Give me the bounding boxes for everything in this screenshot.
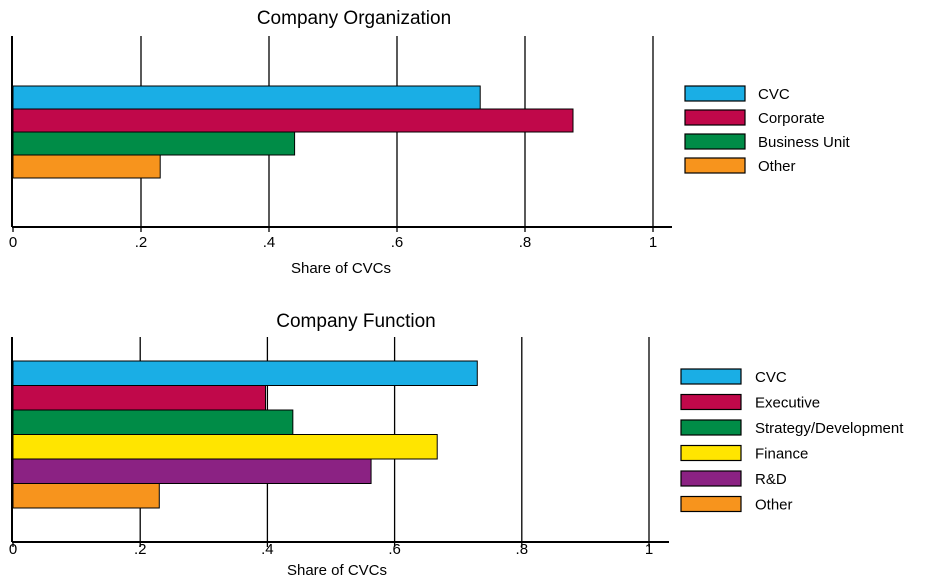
x-tick-label: 1 — [645, 541, 653, 558]
legend-swatch — [680, 495, 742, 513]
x-axis-label: Share of CVCs — [287, 562, 387, 579]
legend-swatch — [684, 109, 746, 126]
legend-swatch — [684, 157, 746, 174]
x-tick-label: .4 — [261, 541, 274, 558]
bar-other — [12, 154, 161, 179]
legend-swatch — [680, 419, 742, 436]
legend-label: Executive — [755, 395, 820, 412]
legend-label: Business Unit — [758, 134, 851, 151]
legend-swatch — [684, 85, 746, 102]
bar-business-unit — [12, 131, 296, 156]
bar-cvc — [12, 360, 478, 386]
bar-finance — [12, 434, 438, 460]
bar-cvc — [12, 85, 481, 110]
x-tick-label: .2 — [135, 234, 148, 251]
x-tick-label: .6 — [388, 541, 401, 558]
legend-label: CVC — [758, 86, 790, 103]
bar-other — [12, 483, 160, 509]
bar-executive — [12, 385, 266, 411]
legend-label: Corporate — [758, 110, 825, 127]
legend-label: Other — [755, 497, 793, 514]
chart-title: Company Organization — [257, 8, 451, 29]
bar-strategy-development — [12, 409, 294, 435]
x-tick-label: 1 — [649, 234, 657, 251]
x-tick-label: .8 — [516, 541, 529, 558]
bar-corporate — [12, 108, 574, 133]
legend-swatch — [680, 368, 742, 385]
x-tick-label: .6 — [391, 234, 404, 251]
x-tick-label: .8 — [519, 234, 532, 251]
chart-title: Company Function — [276, 311, 435, 332]
x-tick-label: .2 — [134, 541, 147, 558]
legend-swatch — [684, 133, 746, 150]
legend-label: Strategy/Development — [755, 420, 904, 437]
bar-r-d — [12, 458, 372, 484]
legend-label: Other — [758, 158, 796, 175]
x-tick-label: .4 — [263, 234, 276, 251]
legend-swatch — [680, 470, 742, 487]
x-axis-label: Share of CVCs — [291, 260, 391, 277]
x-tick-label: 0 — [9, 234, 17, 251]
legend-swatch — [680, 444, 742, 462]
legend-label: Finance — [755, 446, 808, 463]
legend-swatch — [680, 393, 742, 411]
legend-label: R&D — [755, 471, 787, 488]
legend-label: CVC — [755, 369, 787, 386]
x-tick-label: 0 — [9, 541, 17, 558]
